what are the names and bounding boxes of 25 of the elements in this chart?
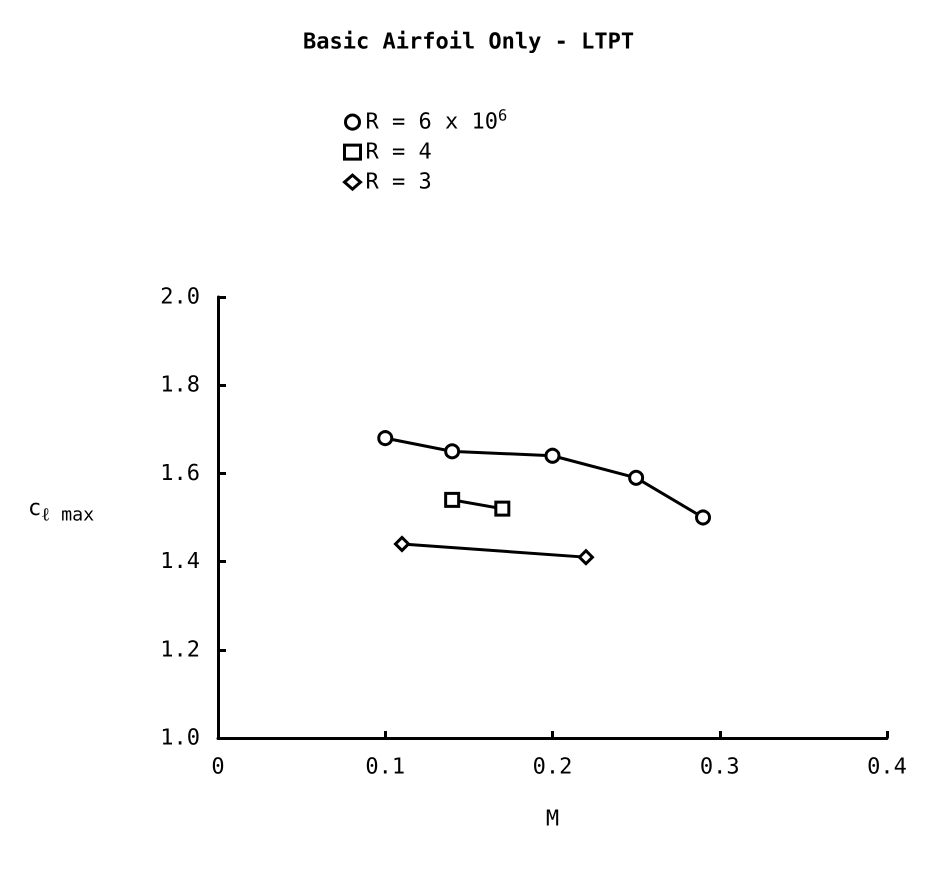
x-tick-label: 0	[211, 754, 225, 780]
point	[578, 549, 594, 566]
point	[394, 536, 410, 552]
legend-label: R = 3	[366, 170, 432, 195]
y-tick-label: 1.4	[160, 549, 200, 574]
y-axis-title: c$_{ℓ max}$	[28, 496, 94, 526]
y-tick-label: 1.2	[160, 637, 200, 662]
x-axis-title: M	[546, 806, 560, 832]
point	[695, 510, 712, 526]
point	[628, 470, 644, 486]
point	[444, 492, 460, 508]
x-tick-label: 0.1	[365, 754, 406, 780]
legend-label: R = 4	[366, 140, 432, 165]
x-tick-label: 0.2	[532, 754, 572, 780]
y-tick-label: 1.6	[160, 460, 200, 486]
y-tick-label: 2.0	[160, 284, 200, 310]
point	[444, 443, 460, 460]
point	[377, 430, 394, 446]
y-tick-label: 1.8	[160, 372, 200, 398]
x-tick-label: 0.4	[867, 754, 907, 780]
point	[494, 500, 510, 517]
point	[544, 448, 560, 464]
x-tick-label: 0.3	[700, 754, 740, 780]
chart-title: Basic Airfoil Only - LTPT	[303, 30, 634, 54]
y-tick-label: 1.0	[160, 726, 200, 750]
